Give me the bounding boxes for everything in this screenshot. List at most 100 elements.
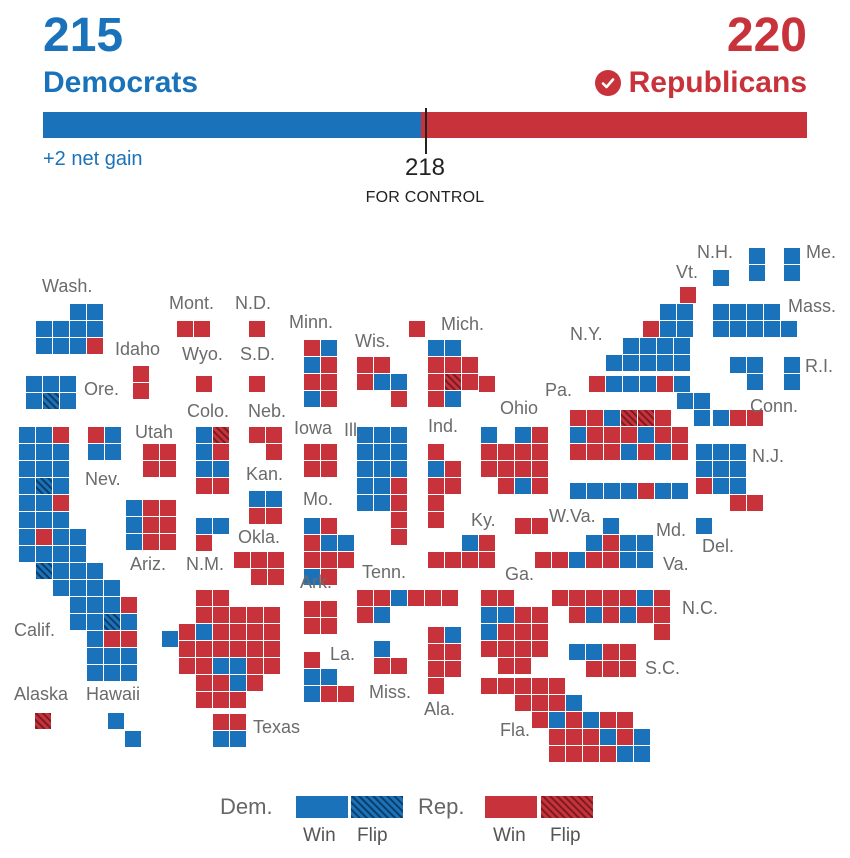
- district-tile-rep: [143, 444, 159, 460]
- district-tile-rep: [587, 427, 603, 443]
- district-tile-rep: [247, 607, 263, 623]
- state-label: W.Va.: [549, 506, 596, 526]
- district-tile-dem: [53, 546, 69, 562]
- district-tile-rep: [532, 641, 548, 657]
- district-tile-rep: [445, 661, 461, 677]
- district-tile-dem: [677, 321, 693, 337]
- district-tile-rep: [462, 552, 478, 568]
- district-tile-dem: [730, 321, 746, 337]
- state-label: N.J.: [752, 446, 784, 466]
- district-tile-rep: [600, 746, 616, 762]
- district-tile-dem: [640, 355, 656, 371]
- district-tile-rep: [87, 338, 103, 354]
- district-tile-dem: [586, 535, 602, 551]
- district-tile-rep: [249, 376, 265, 392]
- district-tile-dem: [26, 393, 42, 409]
- district-tile-dem: [126, 517, 142, 533]
- district-tile-dem: [108, 713, 124, 729]
- district-tile-rep: [357, 590, 373, 606]
- district-tile-dem: [587, 483, 603, 499]
- control-threshold-tick: [425, 108, 427, 154]
- rep-seat-count: 220: [726, 9, 807, 62]
- state-label: Kan.: [246, 464, 283, 484]
- district-tile-rep: [160, 500, 176, 516]
- district-tile-dem: [70, 321, 86, 337]
- district-tile-rep-flip: [35, 713, 51, 729]
- district-tile-rep: [428, 512, 444, 528]
- district-tile-dem: [304, 518, 320, 534]
- district-tile-rep: [321, 552, 337, 568]
- district-tile-dem: [604, 483, 620, 499]
- district-tile-dem: [481, 607, 497, 623]
- district-tile-rep: [374, 658, 390, 674]
- district-tile-rep: [637, 607, 653, 623]
- district-tile-dem: [230, 658, 246, 674]
- district-tile-rep: [133, 383, 149, 399]
- district-tile-rep: [462, 357, 478, 373]
- district-tile-rep: [481, 444, 497, 460]
- district-tile-dem: [674, 338, 690, 354]
- district-tile-dem: [374, 641, 390, 657]
- district-tile-rep: [230, 607, 246, 623]
- district-tile-rep: [374, 357, 390, 373]
- state-label: Ky.: [471, 510, 496, 530]
- district-tile-rep: [428, 678, 444, 694]
- district-tile-dem: [26, 376, 42, 392]
- district-tile-rep: [603, 607, 619, 623]
- district-tile-rep: [266, 508, 282, 524]
- district-tile-dem: [713, 321, 729, 337]
- control-threshold-number: 218: [404, 154, 446, 181]
- state-label: Iowa: [294, 418, 333, 438]
- district-tile-rep: [213, 641, 229, 657]
- district-tile-dem: [784, 265, 800, 281]
- legend-dem-label: Dem.: [220, 794, 273, 819]
- district-tile-dem: [87, 597, 103, 613]
- district-tile-rep: [264, 641, 280, 657]
- district-tile-dem: [621, 483, 637, 499]
- district-tile-rep: [445, 552, 461, 568]
- district-tile-rep: [479, 376, 495, 392]
- district-tile-rep: [213, 675, 229, 691]
- district-tile-dem: [70, 546, 86, 562]
- district-tile-dem: [623, 376, 639, 392]
- district-tile-rep: [498, 624, 514, 640]
- district-tile-rep: [566, 746, 582, 762]
- district-tile-rep: [230, 714, 246, 730]
- district-tile-rep: [462, 374, 478, 390]
- district-tile-dem: [196, 444, 212, 460]
- district-tile-dem: [549, 712, 565, 728]
- district-tile-rep: [230, 641, 246, 657]
- legend-rep-flip-swatch: [541, 796, 593, 818]
- district-tile-rep: [498, 461, 514, 477]
- district-tile-dem: [603, 518, 619, 534]
- district-tile-rep: [304, 552, 320, 568]
- district-tile-dem: [640, 338, 656, 354]
- district-tile-rep: [587, 444, 603, 460]
- district-tile-dem: [657, 355, 673, 371]
- district-tile-rep: [566, 712, 582, 728]
- district-tile-dem: [70, 580, 86, 596]
- district-tile-dem: [36, 546, 52, 562]
- district-tile-rep: [213, 478, 229, 494]
- state-label: Fla.: [500, 720, 530, 740]
- district-tile-dem: [570, 483, 586, 499]
- district-tile-dem: [498, 607, 514, 623]
- district-tile-dem: [87, 648, 103, 664]
- district-tile-dem: [87, 580, 103, 596]
- district-tile-rep: [583, 729, 599, 745]
- district-tile-rep: [747, 495, 763, 511]
- district-tile-rep: [620, 590, 636, 606]
- district-tile-rep: [304, 444, 320, 460]
- district-tile-rep: [428, 627, 444, 643]
- district-tile-dem: [713, 461, 729, 477]
- state-labels: Wash. Idaho Ore. Mont. N.D. Wyo. S.D. Mi…: [14, 242, 836, 740]
- district-tile-rep: [53, 427, 69, 443]
- district-tile-dem: [620, 552, 636, 568]
- district-tile-rep: [196, 607, 212, 623]
- district-tile-rep: [428, 391, 444, 407]
- state-label: Mass.: [788, 296, 836, 316]
- state-label: Ga.: [505, 564, 534, 584]
- district-tile-dem: [638, 427, 654, 443]
- state-label: Md.: [656, 520, 686, 540]
- rep-party-label: Republicans: [628, 66, 807, 99]
